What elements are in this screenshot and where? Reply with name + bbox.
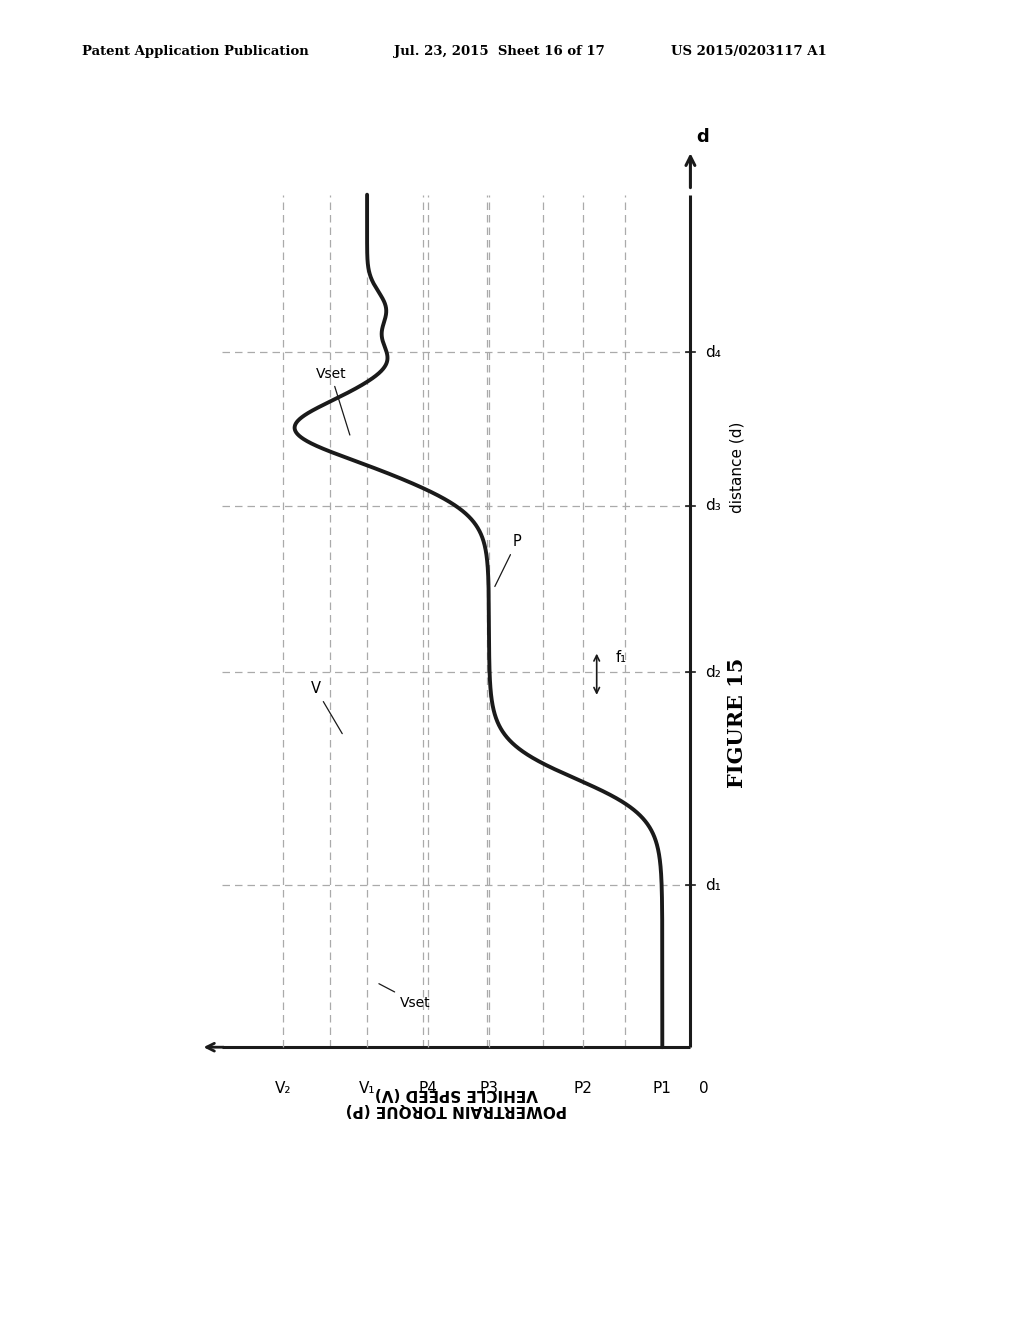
Text: Patent Application Publication: Patent Application Publication <box>82 45 308 58</box>
Text: V: V <box>311 681 342 734</box>
Text: d₁: d₁ <box>706 878 721 892</box>
Text: Vset: Vset <box>379 983 430 1010</box>
Text: d₂: d₂ <box>706 664 721 680</box>
Text: Jul. 23, 2015  Sheet 16 of 17: Jul. 23, 2015 Sheet 16 of 17 <box>394 45 605 58</box>
Text: f₁: f₁ <box>615 649 627 665</box>
Text: Vset: Vset <box>315 367 350 436</box>
Text: V₂: V₂ <box>274 1081 291 1097</box>
Text: FIGURE 15: FIGURE 15 <box>727 659 748 788</box>
Text: P2: P2 <box>573 1081 592 1097</box>
Text: V₁: V₁ <box>358 1081 376 1097</box>
Text: d₃: d₃ <box>706 499 721 513</box>
Text: P: P <box>495 535 521 586</box>
Text: US 2015/0203117 A1: US 2015/0203117 A1 <box>671 45 826 58</box>
Text: d₄: d₄ <box>706 345 721 360</box>
Text: P1: P1 <box>653 1081 672 1097</box>
Text: d: d <box>695 128 709 145</box>
Text: 0: 0 <box>698 1081 709 1097</box>
Text: POWERTRAIN TORQUE (P): POWERTRAIN TORQUE (P) <box>345 1102 566 1117</box>
Text: P3: P3 <box>479 1081 499 1097</box>
Text: distance (d): distance (d) <box>730 422 744 513</box>
Text: P4: P4 <box>419 1081 437 1097</box>
Text: VEHICLE SPEED (V): VEHICLE SPEED (V) <box>375 1086 538 1101</box>
